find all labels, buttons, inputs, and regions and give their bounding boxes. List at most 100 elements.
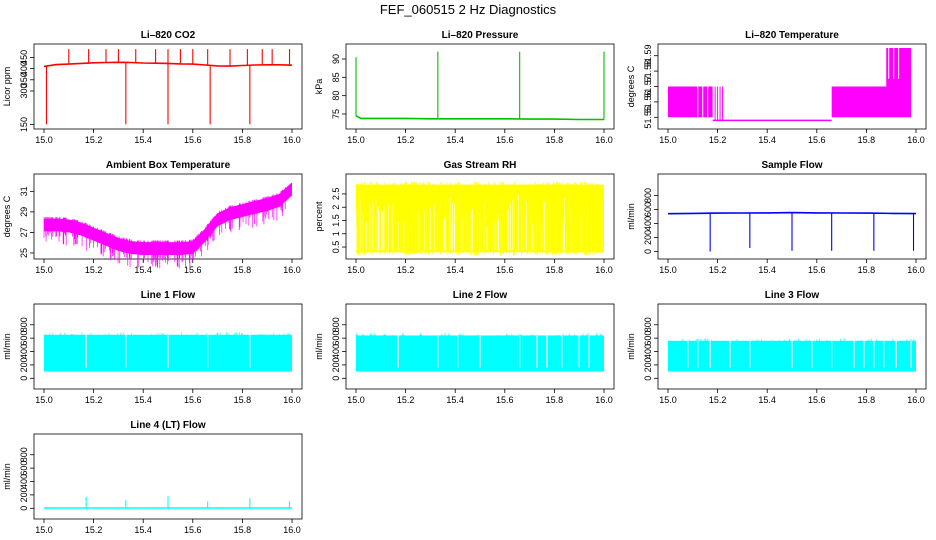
x-tick-label: 15.6 [496,135,514,145]
y-tick-label: 25 [19,248,29,258]
panel-sample-flow: Sample Flow ml/min 15.0 15.2 15.4 15.6 15.8 16.… [626,160,927,275]
y-tick-label: 0 [19,376,29,381]
x-tick-label: 16.0 [907,395,925,405]
x-tick-label: 16.0 [907,265,925,275]
x-tick-label: 15.6 [808,135,826,145]
x-tick-label: 16.0 [595,395,613,405]
x-tick-label: 15.2 [85,395,103,405]
x-tick-label: 15.6 [808,395,826,405]
y-tick-label: 400 [19,61,29,76]
y-tick-label: 1.5 [331,214,341,227]
x-tick-label: 15.8 [234,265,252,275]
y-tick-label: 800 [331,317,341,332]
plot-frame [33,173,303,260]
y-tick-label: 800 [19,317,29,332]
y-axis-label: ml/min [2,333,12,360]
plot-frame [33,303,303,390]
x-tick-label: 15.6 [184,135,202,145]
x-tick-label: 15.4 [758,135,776,145]
plot-frame [345,43,615,130]
panel-title: Li–820 Pressure [442,30,519,41]
y-tick-label: 51.59 [643,44,653,67]
y-tick-label: 200 [331,357,341,372]
panel-title: Line 2 Flow [453,290,508,301]
y-tick-label: 31 [19,186,29,196]
data-block [831,86,912,118]
plot-frame [657,303,927,390]
y-tick-label: 800 [643,188,653,203]
figure-title: FEF_060515 2 Hz Diagnostics [379,2,557,17]
y-tick-label: 85 [331,72,341,82]
x-tick-label: 15.4 [134,395,152,405]
y-tick-label: 51.56 [643,91,653,114]
y-tick-label: 80 [331,91,341,101]
data-noise-band [44,183,292,255]
x-tick-label: 15.8 [546,395,564,405]
y-tick-label: 0 [643,376,653,381]
panel-li820-co2: Li–820 CO2 Licor ppm 15.0 15.2 15.4 15.6 15.8 1… [2,30,303,145]
x-tick-label: 15.8 [546,265,564,275]
x-tick-label: 15.2 [85,265,103,275]
plot-frame [33,43,303,130]
panel-title: Line 3 Flow [765,290,820,301]
x-tick-label: 15.0 [659,135,677,145]
panel-line-1-flow: Line 1 Flow ml/min 15.0 15.2 15.4 15.6 15.8 16.… [2,290,303,405]
y-tick-label: 0.5 [331,241,341,254]
x-tick-label: 15.4 [758,265,776,275]
y-tick-label: 600 [19,331,29,346]
panel-line-3-flow: Line 3 Flow ml/min 15.0 15.2 15.4 15.6 15.8 16.… [626,290,927,405]
plot-frame [657,173,927,260]
x-tick-label: 15.2 [709,135,727,145]
x-tick-label: 15.8 [234,395,252,405]
data-line [355,115,604,121]
panel-title: Li–820 Temperature [745,30,839,41]
y-tick-label: 0 [19,506,29,511]
x-tick-label: 15.4 [446,265,464,275]
y-tick-label: 2 [331,205,341,210]
x-tick-label: 16.0 [283,265,301,275]
x-tick-label: 15.2 [397,265,415,275]
panel-title: Gas Stream RH [444,160,517,171]
x-tick-label: 15.0 [659,265,677,275]
x-tick-label: 16.0 [283,525,301,535]
y-tick-label: 75 [331,109,341,119]
x-tick-label: 15.6 [184,265,202,275]
y-tick-label: 51.58 [643,60,653,83]
y-axis-label: ml/min [314,333,324,360]
data-line [667,211,917,215]
y-tick-label: 300 [19,83,29,98]
panel-title: Li–820 CO2 [141,30,196,41]
y-tick-label: 400 [19,474,29,489]
x-tick-label: 15.2 [709,395,727,405]
x-tick-label: 15.8 [858,265,876,275]
data-line [44,182,293,244]
y-tick-label: 2.5 [331,188,341,201]
plot-frame [345,173,615,260]
panel-title: Line 1 Flow [141,290,196,301]
panel-li820-pressure: Li–820 Pressure kPa 15.0 15.2 15.4 15.6 15.8 16… [314,30,615,145]
y-tick-label: 1 [331,231,341,236]
x-tick-label: 15.0 [35,395,53,405]
x-tick-label: 15.8 [546,135,564,145]
y-tick-label: 800 [19,447,29,462]
y-tick-label: 200 [19,487,29,502]
x-tick-label: 15.6 [184,525,202,535]
y-tick-label: 600 [643,202,653,217]
x-tick-label: 15.2 [85,135,103,145]
y-tick-label: 51.55 [643,106,653,129]
x-tick-label: 15.4 [134,135,152,145]
x-tick-label: 15.0 [347,395,365,405]
panel-gas-stream-rh: Gas Stream RH percent 15.0 15.2 15.4 15.6 15.8… [314,160,615,275]
x-tick-label: 15.0 [659,395,677,405]
x-tick-label: 15.6 [496,395,514,405]
x-tick-label: 15.6 [808,265,826,275]
panel-line-2-flow: Line 2 Flow ml/min 15.0 15.2 15.4 15.6 15.8 16.… [314,290,615,405]
x-tick-label: 16.0 [595,135,613,145]
panel-ambient-box-temperature: Ambient Box Temperature degrees C 15.0 15.2… [2,160,303,275]
y-axis-label: percent [314,201,324,232]
x-tick-label: 15.2 [85,525,103,535]
y-tick-label: 51.57 [643,75,653,98]
x-tick-label: 15.4 [446,395,464,405]
y-tick-label: 29 [19,207,29,217]
y-tick-label: 800 [643,317,653,332]
